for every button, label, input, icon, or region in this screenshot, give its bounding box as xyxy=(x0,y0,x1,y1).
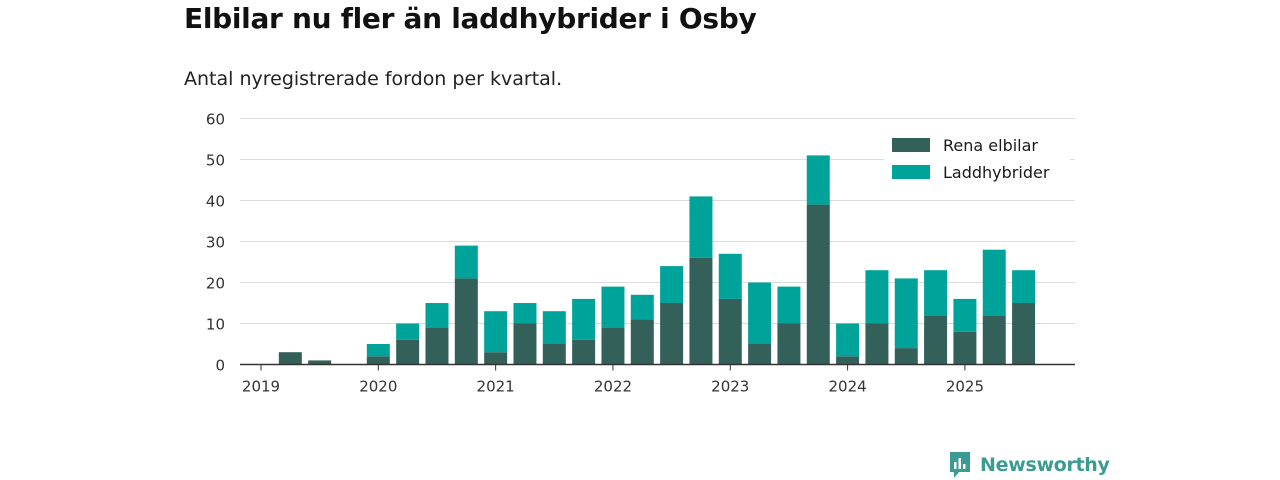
bar-rena-elbilar xyxy=(836,356,860,365)
x-tick-label: 2020 xyxy=(359,378,397,396)
bar-laddhybrider xyxy=(777,286,801,324)
bar-rena-elbilar xyxy=(630,319,654,365)
bar-rena-elbilar xyxy=(660,303,684,365)
x-tick-label: 2019 xyxy=(242,378,280,396)
bar-laddhybrider xyxy=(806,155,830,205)
bar-laddhybrider xyxy=(572,298,596,340)
bar-laddhybrider xyxy=(1012,270,1036,303)
bar-laddhybrider xyxy=(924,270,948,316)
bar-rena-elbilar xyxy=(982,315,1006,365)
x-tick-label: 2025 xyxy=(946,378,984,396)
brand-name: Newsworthy xyxy=(980,454,1110,476)
bar-laddhybrider xyxy=(425,303,449,328)
bar-laddhybrider xyxy=(396,323,420,340)
bar-laddhybrider xyxy=(953,298,977,332)
legend: Rena elbilar Laddhybrider xyxy=(884,128,1070,188)
bar-rena-elbilar xyxy=(689,257,713,365)
bar-laddhybrider xyxy=(366,344,390,357)
legend-label: Laddhybrider xyxy=(943,163,1050,182)
bar-rena-elbilar xyxy=(1012,303,1036,365)
legend-swatch xyxy=(892,138,930,152)
x-tick-label: 2022 xyxy=(594,378,632,396)
bar-laddhybrider xyxy=(865,270,889,324)
bar-rena-elbilar xyxy=(924,315,948,365)
bar-rena-elbilar xyxy=(894,348,918,365)
bar-rena-elbilar xyxy=(454,278,478,365)
bar-rena-elbilar xyxy=(572,339,596,365)
bar-laddhybrider xyxy=(982,249,1006,316)
bar-rena-elbilar xyxy=(806,204,830,365)
bar-laddhybrider xyxy=(836,323,860,357)
bar-rena-elbilar xyxy=(777,323,801,365)
y-tick-label: 40 xyxy=(206,193,225,211)
newsworthy-logo-icon xyxy=(950,452,970,478)
bar-rena-elbilar xyxy=(601,327,625,365)
bar-laddhybrider xyxy=(601,286,625,328)
legend-label: Rena elbilar xyxy=(943,136,1038,155)
y-tick-label: 30 xyxy=(206,234,225,252)
bar-rena-elbilar xyxy=(953,331,977,365)
chart-subtitle: Antal nyregistrerade fordon per kvartal. xyxy=(184,68,563,90)
bars xyxy=(278,155,1036,365)
bar-rena-elbilar xyxy=(718,298,742,365)
x-tick-label: 2023 xyxy=(711,378,749,396)
bar-laddhybrider xyxy=(660,266,684,303)
bar-laddhybrider xyxy=(894,278,918,349)
brand: Newsworthy xyxy=(948,450,1110,480)
y-tick-label: 60 xyxy=(206,111,225,129)
x-tick-label: 2021 xyxy=(477,378,515,396)
bar-laddhybrider xyxy=(454,245,478,279)
x-tick-label: 2024 xyxy=(829,378,867,396)
bar-laddhybrider xyxy=(513,303,537,324)
bar-rena-elbilar xyxy=(425,327,449,365)
bar-laddhybrider xyxy=(718,253,742,299)
x-axis: 2019 2020 2021 2022 2023 2024 2025 xyxy=(240,363,1075,396)
legend-swatch xyxy=(892,165,930,179)
bar-rena-elbilar xyxy=(308,360,332,365)
bar-rena-elbilar xyxy=(366,356,390,365)
y-tick-label: 0 xyxy=(215,357,225,375)
bar-rena-elbilar xyxy=(278,352,302,365)
y-axis: 0 10 20 30 40 50 60 xyxy=(206,111,225,375)
bar-laddhybrider xyxy=(542,311,566,344)
y-tick-label: 50 xyxy=(206,152,225,170)
bar-rena-elbilar xyxy=(484,352,508,365)
bar-rena-elbilar xyxy=(542,344,566,365)
bar-laddhybrider xyxy=(689,196,713,258)
y-tick-label: 10 xyxy=(206,316,225,334)
y-tick-label: 20 xyxy=(206,275,225,293)
chart-title: Elbilar nu fler än laddhybrider i Osby xyxy=(184,2,757,35)
bar-rena-elbilar xyxy=(396,339,420,365)
bar-rena-elbilar xyxy=(513,323,537,365)
bar-laddhybrider xyxy=(748,282,772,344)
bar-rena-elbilar xyxy=(748,344,772,365)
bar-laddhybrider xyxy=(630,294,654,320)
bar-laddhybrider xyxy=(484,311,508,353)
bar-rena-elbilar xyxy=(865,323,889,365)
